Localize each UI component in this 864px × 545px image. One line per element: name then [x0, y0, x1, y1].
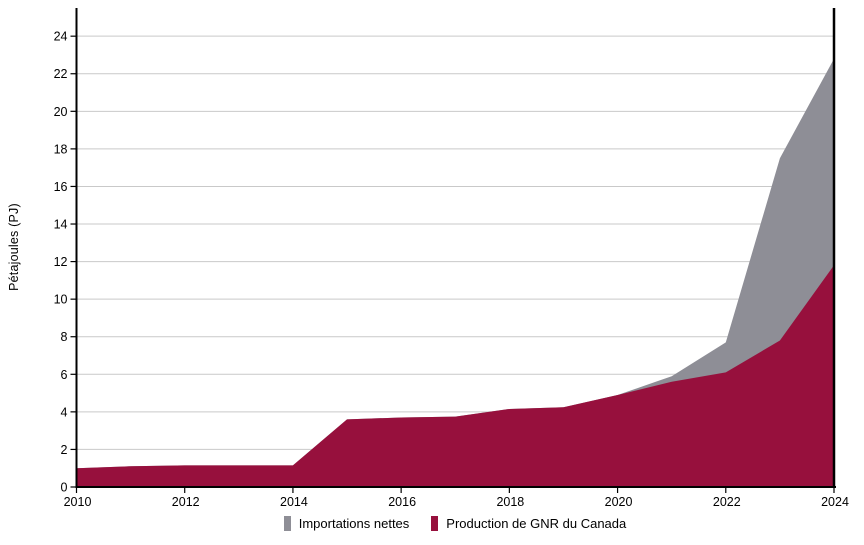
- legend-item-production: Production de GNR du Canada: [431, 516, 626, 531]
- y-tick-label: 6: [61, 368, 68, 382]
- x-tick-label: 2024: [821, 495, 849, 509]
- y-tick-label: 18: [54, 142, 68, 156]
- area-production-gnr: [76, 265, 834, 487]
- y-tick-label: 10: [54, 293, 68, 307]
- y-tick-label: 24: [54, 30, 68, 44]
- y-tick-label: 2: [61, 443, 68, 457]
- y-axis-title: Pétajoules (PJ): [7, 203, 21, 291]
- x-tick-label: 2012: [172, 495, 200, 509]
- legend-item-imports: Importations nettes: [283, 516, 410, 531]
- y-tick-label: 14: [54, 218, 68, 232]
- x-tick-label: 2010: [64, 495, 92, 509]
- legend: Importations nettes Production de GNR du…: [76, 516, 834, 531]
- legend-label-production: Production de GNR du Canada: [446, 516, 627, 531]
- imports-swatch-icon: [283, 516, 291, 531]
- x-tick-label: 2016: [388, 495, 416, 509]
- y-tick-label: 16: [54, 180, 68, 194]
- x-tick-label: 2018: [496, 495, 524, 509]
- y-tick-label: 4: [61, 405, 68, 419]
- y-tick-label: 12: [54, 255, 68, 269]
- legend-label-imports: Importations nettes: [298, 516, 410, 531]
- y-tick-label: 20: [54, 105, 68, 119]
- y-tick-label: 22: [54, 67, 68, 81]
- y-tick-label: 8: [61, 330, 68, 344]
- x-tick-label: 2014: [280, 495, 308, 509]
- production-swatch-icon: [431, 516, 439, 531]
- x-tick-label: 2022: [713, 495, 741, 509]
- y-tick-label: 0: [61, 481, 68, 495]
- x-tick-label: 2020: [605, 495, 633, 509]
